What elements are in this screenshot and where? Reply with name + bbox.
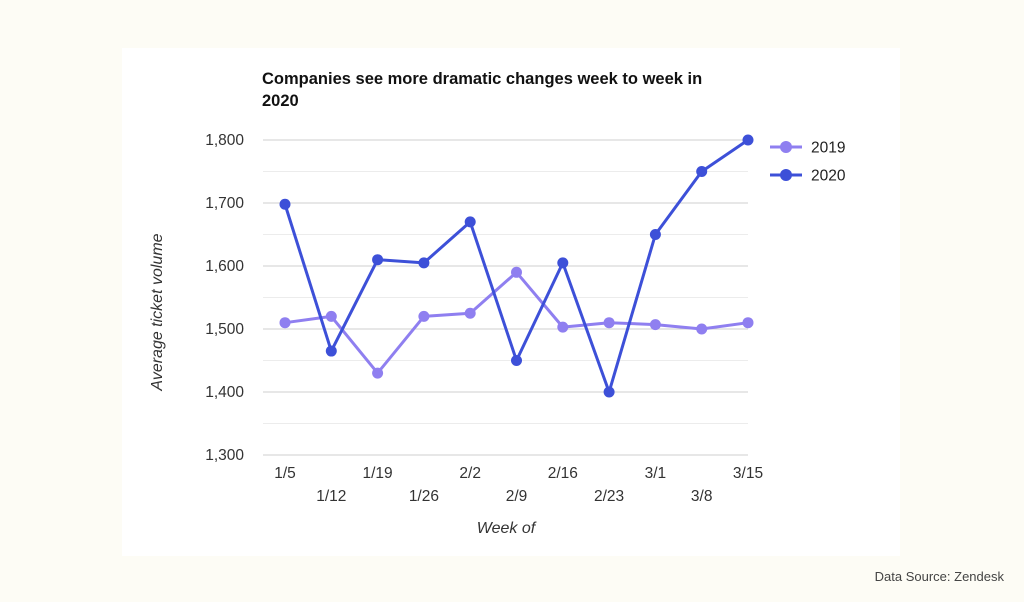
data-source-note: Data Source: Zendesk — [874, 569, 1004, 584]
legend: 2019 2020 — [770, 140, 846, 185]
data-point — [511, 266, 522, 278]
x-axis-title: Week of — [477, 520, 537, 537]
chart-title-line: Companies see more dramatic changes week… — [262, 70, 702, 88]
data-point — [325, 310, 337, 322]
data-point — [603, 317, 615, 329]
data-point — [649, 229, 661, 240]
x-axis-ticks: 1/5 1/12 1/19 1/26 2/2 2/9 2/16 2/23 3/1 3/8 3/15 — [274, 465, 763, 505]
chart-title-line: 2020 — [262, 92, 299, 110]
x-tick-label: 1/12 — [316, 488, 346, 505]
legend-marker — [780, 141, 792, 153]
x-tick-label: 2/16 — [548, 465, 578, 482]
x-tick-label: 3/8 — [691, 488, 713, 505]
data-point — [742, 134, 754, 146]
legend-item-2020: 2020 — [770, 168, 846, 185]
gridlines — [263, 139, 748, 456]
x-tick-label: 1/5 — [274, 465, 296, 482]
data-point — [742, 317, 754, 329]
y-tick-label: 1,400 — [205, 384, 244, 401]
series-2019 — [279, 266, 754, 379]
legend-marker — [780, 169, 792, 181]
data-point — [279, 317, 291, 329]
legend-item-2019: 2019 — [770, 140, 845, 157]
x-tick-label: 3/1 — [645, 465, 667, 482]
y-tick-label: 1,300 — [205, 447, 244, 464]
series-lines — [279, 134, 754, 398]
chart-card: Companies see more dramatic changes week… — [122, 48, 900, 556]
legend-label: 2019 — [811, 140, 845, 157]
data-point — [557, 257, 569, 269]
legend-label: 2020 — [811, 168, 846, 185]
x-tick-label: 1/19 — [363, 465, 393, 482]
data-point — [418, 257, 430, 269]
chart-title: Companies see more dramatic changes week… — [262, 70, 702, 110]
data-point — [325, 345, 337, 357]
data-point — [279, 198, 291, 210]
y-axis-ticks: 1,300 1,400 1,500 1,600 1,700 1,800 — [205, 132, 244, 464]
x-tick-label: 2/9 — [506, 488, 528, 505]
data-point — [649, 319, 661, 331]
y-tick-label: 1,800 — [205, 132, 244, 149]
data-point — [372, 367, 384, 379]
x-tick-label: 2/2 — [459, 465, 481, 482]
data-point — [372, 254, 384, 266]
line-chart: Companies see more dramatic changes week… — [149, 70, 846, 537]
data-point — [696, 323, 708, 335]
data-point — [511, 355, 522, 366]
x-tick-label: 2/23 — [594, 488, 624, 505]
series-2020 — [279, 134, 754, 398]
y-axis-title: Average ticket volume — [149, 233, 166, 391]
data-point — [696, 166, 708, 177]
data-point — [464, 307, 476, 319]
y-tick-label: 1,600 — [205, 258, 244, 275]
data-point — [418, 310, 430, 322]
x-tick-label: 3/15 — [733, 465, 763, 482]
x-tick-label: 1/26 — [409, 488, 439, 505]
data-point — [557, 321, 569, 333]
data-point — [464, 216, 476, 228]
data-point — [603, 386, 615, 398]
y-tick-label: 1,700 — [205, 195, 244, 212]
y-tick-label: 1,500 — [205, 321, 244, 338]
